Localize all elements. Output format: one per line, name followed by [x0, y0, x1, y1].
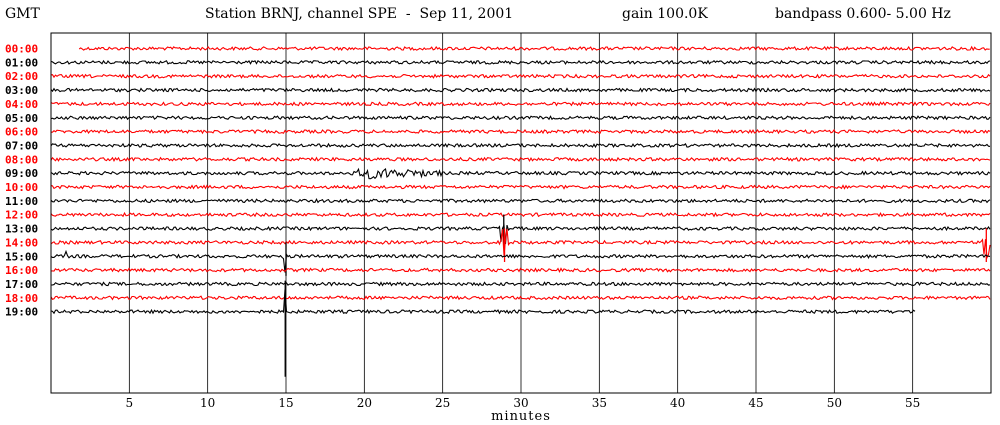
trace-1800	[50, 295, 991, 301]
x-tick-label: 15	[278, 396, 293, 410]
hour-label-0500: 05:00	[5, 112, 38, 125]
trace-0500	[50, 115, 991, 121]
hour-label-0400: 04:00	[5, 98, 38, 111]
x-tick-label: 10	[200, 396, 215, 410]
trace-0300	[50, 87, 991, 93]
timezone-label: GMT	[5, 6, 40, 22]
trace-0800	[50, 156, 991, 163]
trace-1400	[50, 228, 991, 260]
hour-label-1600: 16:00	[5, 264, 38, 277]
x-tick-label: 40	[670, 396, 685, 410]
x-axis-ticks: 5 10 15 20 25 30 35 40 45 50 55	[126, 396, 921, 410]
x-tick-label: 20	[357, 396, 372, 410]
hour-label-0200: 02:00	[5, 70, 38, 83]
trace-1000	[50, 184, 991, 190]
trace-1700	[50, 281, 991, 287]
trace-0200	[50, 73, 991, 79]
chart-header: GMT Station BRNJ, channel SPE - Sep 11, …	[0, 0, 1000, 30]
gain-label: gain 100.0K	[622, 6, 708, 22]
bandpass-label: bandpass 0.600- 5.00 Hz	[775, 6, 951, 22]
x-tick-label: 45	[748, 396, 763, 410]
hour-label-1800: 18:00	[5, 292, 38, 305]
hour-label-1100: 11:00	[5, 195, 38, 208]
trace-0900	[50, 167, 991, 180]
hour-labels: 00:0001:0002:0003:0004:0005:0006:0007:00…	[5, 43, 38, 319]
x-tick-label: 50	[827, 396, 842, 410]
trace-0700	[50, 142, 991, 149]
trace-0600	[51, 128, 991, 135]
hour-label-1300: 13:00	[5, 223, 38, 236]
hour-label-0700: 07:00	[5, 139, 38, 152]
x-tick-label: 25	[435, 396, 450, 410]
trace-1600	[51, 267, 991, 273]
x-tick-label: 30	[513, 396, 528, 410]
trace-0100	[50, 59, 991, 65]
hour-label-1000: 10:00	[5, 181, 38, 194]
trace-0400	[50, 101, 991, 107]
trace-1200	[50, 211, 991, 218]
x-axis-label: minutes	[491, 409, 551, 424]
trace-0000	[78, 45, 990, 52]
hour-label-0300: 03:00	[5, 84, 38, 97]
hour-label-1500: 15:00	[5, 250, 38, 263]
hour-label-0600: 06:00	[5, 126, 38, 139]
plot-frame	[50, 32, 992, 394]
trace-1100	[50, 198, 991, 204]
hour-label-0900: 09:00	[5, 167, 38, 180]
x-tick-label: 55	[905, 396, 920, 410]
trace-1500	[50, 249, 991, 273]
hour-label-1200: 12:00	[5, 209, 38, 222]
x-tick-label: 5	[126, 396, 134, 410]
hour-label-0800: 08:00	[5, 153, 38, 166]
trace-1300	[50, 223, 991, 245]
seismic-traces	[50, 45, 991, 377]
x-tick-label: 35	[592, 396, 607, 410]
hour-label-1400: 14:00	[5, 236, 38, 249]
trace-1900	[50, 289, 916, 315]
hour-label-0000: 00:00	[5, 43, 38, 56]
gridlines	[128, 33, 914, 393]
hour-label-1900: 19:00	[5, 306, 38, 319]
hour-label-0100: 01:00	[5, 56, 38, 69]
hour-label-1700: 17:00	[5, 278, 38, 291]
station-title: Station BRNJ, channel SPE - Sep 11, 2001	[205, 6, 514, 22]
